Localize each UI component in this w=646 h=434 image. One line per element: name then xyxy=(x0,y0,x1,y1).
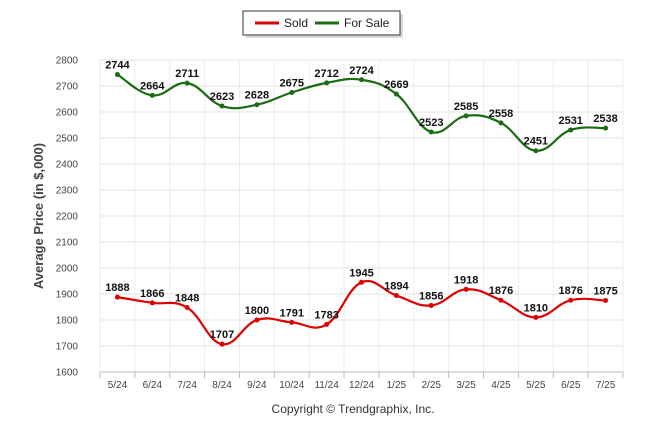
legend-label-for-sale: For Sale xyxy=(344,16,390,30)
data-point-sold xyxy=(324,321,330,327)
y-tick-label: 2100 xyxy=(56,238,79,249)
data-label-for-sale: 2712 xyxy=(314,68,338,80)
data-point-sold xyxy=(428,302,434,308)
x-tick-label: 9/24 xyxy=(247,380,267,391)
grid-lines xyxy=(99,59,624,373)
data-point-for-sale xyxy=(603,125,609,131)
data-point-for-sale xyxy=(393,91,399,97)
data-point-sold xyxy=(184,305,190,311)
data-point-sold xyxy=(393,293,399,299)
y-tick-label: 1700 xyxy=(56,342,79,353)
legend: Sold For Sale xyxy=(242,10,403,38)
y-tick-label: 2000 xyxy=(56,264,79,275)
data-point-for-sale xyxy=(463,113,469,119)
y-tick-label: 2600 xyxy=(56,108,79,119)
data-label-sold: 1918 xyxy=(454,274,478,286)
x-tick-label: 5/24 xyxy=(108,380,128,391)
data-label-for-sale: 2669 xyxy=(384,79,408,91)
axes: 1600 1700 1800 1900 2000 2100 2200 2300 2400 2500… xyxy=(56,56,624,391)
data-label-sold: 1876 xyxy=(558,285,582,297)
data-point-sold xyxy=(533,314,539,320)
data-label-sold: 1856 xyxy=(419,290,443,302)
data-point-sold xyxy=(114,294,120,300)
data-label-for-sale: 2523 xyxy=(419,117,443,129)
x-tick-label: 10/24 xyxy=(279,380,304,391)
data-label-sold: 1810 xyxy=(524,302,548,314)
data-label-for-sale: 2585 xyxy=(454,101,478,113)
data-point-for-sale xyxy=(289,90,295,95)
x-tick-label: 12/24 xyxy=(349,380,374,391)
data-label-sold: 1875 xyxy=(593,286,617,298)
data-label-for-sale: 2558 xyxy=(489,108,513,120)
legend-label-sold: Sold xyxy=(284,16,308,30)
data-point-for-sale xyxy=(114,72,120,78)
y-tick-label: 1800 xyxy=(56,316,79,327)
data-label-sold: 1848 xyxy=(175,293,199,305)
x-tick-label: 6/24 xyxy=(143,380,163,391)
data-label-for-sale: 2664 xyxy=(140,80,165,92)
data-point-sold xyxy=(359,279,364,285)
x-tick-label: 4/25 xyxy=(491,380,511,391)
data-label-for-sale: 2744 xyxy=(105,60,130,72)
data-point-for-sale xyxy=(533,148,539,154)
data-point-sold xyxy=(219,341,225,347)
data-label-sold: 1894 xyxy=(384,281,409,293)
data-point-sold xyxy=(254,317,260,323)
y-tick-label: 1600 xyxy=(56,368,79,379)
data-point-sold xyxy=(463,286,469,292)
data-label-for-sale: 2711 xyxy=(175,68,199,80)
data-label-sold: 1707 xyxy=(210,329,234,341)
data-point-for-sale xyxy=(184,80,190,86)
data-point-for-sale xyxy=(149,92,155,98)
x-tick-label: 1/25 xyxy=(387,380,407,391)
data-label-for-sale: 2724 xyxy=(349,65,374,77)
data-point-sold xyxy=(149,300,155,306)
y-axis-label: Average Price (in $,000) xyxy=(31,143,46,289)
y-tick-label: 2400 xyxy=(56,160,79,171)
x-tick-label: 11/24 xyxy=(314,380,339,391)
data-point-sold xyxy=(603,298,609,303)
x-tick-label: 6/25 xyxy=(561,380,581,391)
x-tick-label: 7/25 xyxy=(596,380,616,391)
data-label-for-sale: 2623 xyxy=(210,91,234,103)
y-tick-label: 2200 xyxy=(56,212,79,223)
data-label-for-sale: 2451 xyxy=(524,136,548,148)
data-point-sold xyxy=(289,319,295,325)
data-label-sold: 1888 xyxy=(105,282,129,294)
y-tick-label: 2800 xyxy=(56,56,79,67)
data-point-for-sale xyxy=(254,102,260,108)
data-label-for-sale: 2538 xyxy=(593,113,617,125)
data-point-sold xyxy=(568,297,574,303)
data-label-sold: 1866 xyxy=(140,288,164,300)
data-label-for-sale: 2531 xyxy=(558,115,582,127)
y-tick-label: 2300 xyxy=(56,186,79,197)
x-tick-label: 7/24 xyxy=(177,380,197,391)
y-tick-label: 2500 xyxy=(56,134,79,145)
data-point-for-sale xyxy=(428,129,434,135)
x-tick-label: 3/25 xyxy=(456,380,476,391)
series-layer xyxy=(114,72,609,347)
data-label-for-sale: 2628 xyxy=(245,90,269,102)
x-tick-label: 5/25 xyxy=(526,380,546,391)
data-point-sold xyxy=(498,297,504,303)
data-point-for-sale xyxy=(219,103,225,109)
data-label-for-sale: 2675 xyxy=(280,78,304,90)
data-label-sold: 1791 xyxy=(280,307,304,319)
x-tick-label: 2/25 xyxy=(421,380,441,391)
data-point-for-sale xyxy=(359,77,364,83)
y-tick-label: 2700 xyxy=(56,82,79,93)
data-labels: 1888 1866 1848 1707 1800 1791 1783 1945 1894 1856… xyxy=(105,60,618,342)
data-label-sold: 1945 xyxy=(349,267,373,279)
y-tick-label: 1900 xyxy=(56,290,79,301)
data-point-for-sale xyxy=(324,80,330,86)
data-point-for-sale xyxy=(498,120,504,126)
x-tick-label: 8/24 xyxy=(212,380,232,391)
data-point-for-sale xyxy=(568,127,574,133)
data-label-sold: 1876 xyxy=(489,285,513,297)
copyright-text: Copyright © Trendgraphix, Inc. xyxy=(272,402,435,416)
data-label-sold: 1800 xyxy=(245,305,269,317)
data-label-sold: 1783 xyxy=(314,309,338,321)
